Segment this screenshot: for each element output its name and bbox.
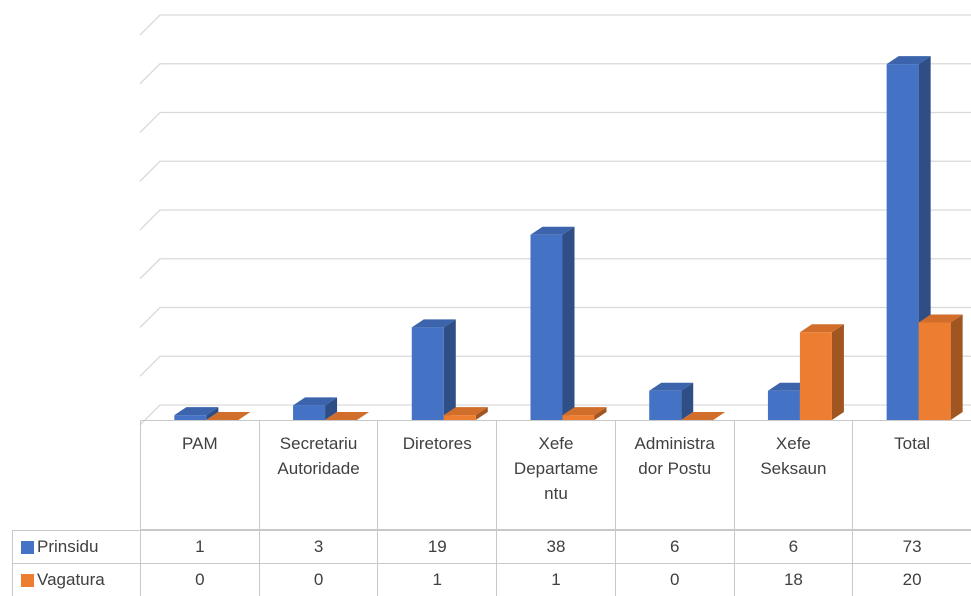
bar — [562, 407, 607, 420]
grid-line — [139, 14, 971, 36]
bar — [918, 314, 963, 420]
bar-front — [411, 327, 444, 420]
grid-line — [139, 160, 971, 182]
x-tick-label: Xefe Seksaun — [760, 434, 827, 478]
bar-top — [174, 407, 219, 416]
bar-front — [767, 390, 800, 420]
bar-top — [530, 226, 575, 235]
table-value: 38 — [496, 530, 616, 564]
bar-front — [562, 415, 595, 420]
table-value: 1 — [140, 530, 260, 564]
grid-line — [139, 111, 971, 133]
bar-side — [475, 407, 488, 420]
bar — [681, 412, 726, 420]
category-cell: Administrador Postu — [614, 420, 735, 530]
bar — [293, 397, 338, 420]
bar-top — [918, 314, 963, 323]
legend-swatch — [21, 574, 34, 587]
bar-front — [174, 415, 207, 420]
category-cell: Xefe Seksaun — [733, 420, 854, 530]
category-cell: Secretariu Autoridade — [258, 420, 379, 530]
table-value: 18 — [733, 563, 854, 596]
bar-top — [206, 412, 251, 420]
bar — [799, 324, 844, 420]
bar — [325, 412, 370, 420]
bar-front — [443, 415, 476, 420]
category-cell: Total — [852, 420, 971, 530]
bar-side — [443, 319, 456, 420]
table-value: 1 — [377, 563, 498, 596]
x-tick-label: Diretores — [402, 434, 472, 453]
bar-top — [562, 407, 607, 416]
bar — [443, 407, 488, 420]
table-value: 0 — [614, 563, 735, 596]
bar-top — [799, 324, 844, 333]
bar-side — [681, 382, 694, 420]
bar-top — [411, 319, 456, 328]
x-tick-label: Administrador Postu — [634, 434, 715, 478]
bar-front — [293, 405, 326, 420]
table-value: 0 — [140, 563, 260, 596]
category-cell: PAM — [140, 420, 260, 530]
x-tick-label: Total — [894, 434, 931, 453]
bar — [174, 407, 219, 420]
legend-swatch — [21, 541, 34, 554]
category-cell: Diretores — [377, 420, 498, 530]
bar-top — [293, 397, 338, 406]
grid-line — [139, 306, 971, 328]
table-value: 1 — [496, 563, 616, 596]
table-value: 6 — [614, 530, 735, 564]
bar-front — [530, 234, 563, 420]
bar — [649, 382, 694, 420]
table-value: 19 — [377, 530, 498, 564]
table-value: 73 — [852, 530, 971, 564]
table-value: 3 — [258, 530, 379, 564]
bar — [206, 412, 251, 420]
bar-front — [799, 332, 832, 420]
bar-top — [886, 56, 931, 65]
grid-line — [139, 258, 971, 280]
bar-side — [594, 407, 607, 420]
grid-line — [139, 404, 971, 426]
bar-top — [443, 407, 488, 416]
bar — [411, 319, 456, 420]
grid-line — [139, 355, 971, 377]
bar-top — [649, 382, 694, 391]
bar-front — [886, 64, 919, 420]
x-tick-label: Xefe Departamentu — [513, 434, 599, 503]
bar — [530, 226, 575, 420]
bar-side — [325, 397, 338, 420]
bar-top — [325, 412, 370, 420]
bar-side — [831, 324, 844, 420]
grid-line — [139, 63, 971, 85]
bar-side — [206, 407, 219, 420]
x-tick-label: PAM — [182, 434, 218, 453]
legend-entry: Prinsidu — [12, 530, 141, 564]
table-value: 0 — [258, 563, 379, 596]
bar-side — [562, 226, 575, 420]
grid-line — [139, 209, 971, 231]
bar-front — [918, 322, 951, 420]
bar-side — [950, 314, 963, 420]
category-cell: Xefe Departamentu — [496, 420, 616, 530]
bar-top — [681, 412, 726, 420]
table-value: 6 — [733, 530, 854, 564]
x-tick-label: Secretariu Autoridade — [277, 434, 360, 478]
bar-front — [649, 390, 682, 420]
legend-entry: Vagatura — [12, 563, 141, 596]
table-value: 20 — [852, 563, 971, 596]
